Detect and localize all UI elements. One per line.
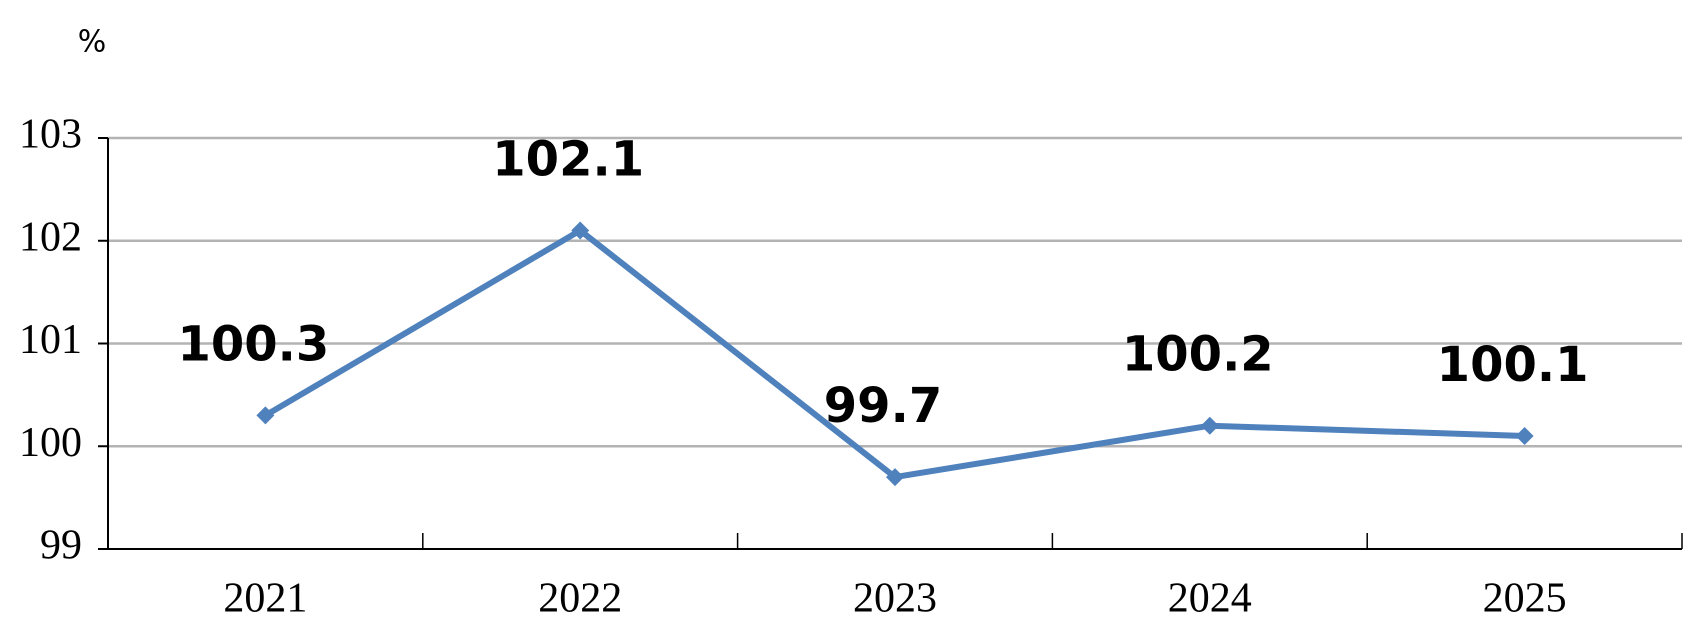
data-label: 102.1 [492,131,644,187]
data-label: 100.3 [177,316,329,372]
x-tick-label: 2023 [853,576,937,622]
data-label: 100.2 [1122,327,1274,383]
y-tick-label: 103 [19,112,82,158]
y-tick-label: 102 [19,214,82,260]
y-axis-unit: % [78,25,107,60]
data-label: 100.1 [1437,337,1589,393]
y-tick-label: 101 [19,317,82,363]
data-point [256,406,275,425]
data-point [1200,416,1219,435]
series-line [263,227,1525,481]
data-point [1515,426,1534,445]
y-tick-label: 100 [19,420,82,466]
y-tick-label: 99 [40,523,82,569]
data-point [571,221,590,240]
x-tick-label: 2025 [1483,576,1567,622]
data-label: 99.7 [824,378,942,434]
x-tick-label: 2021 [223,576,307,622]
x-tick-label: 2024 [1168,576,1252,622]
data-point [886,468,904,487]
x-tick-label: 2022 [538,576,622,622]
